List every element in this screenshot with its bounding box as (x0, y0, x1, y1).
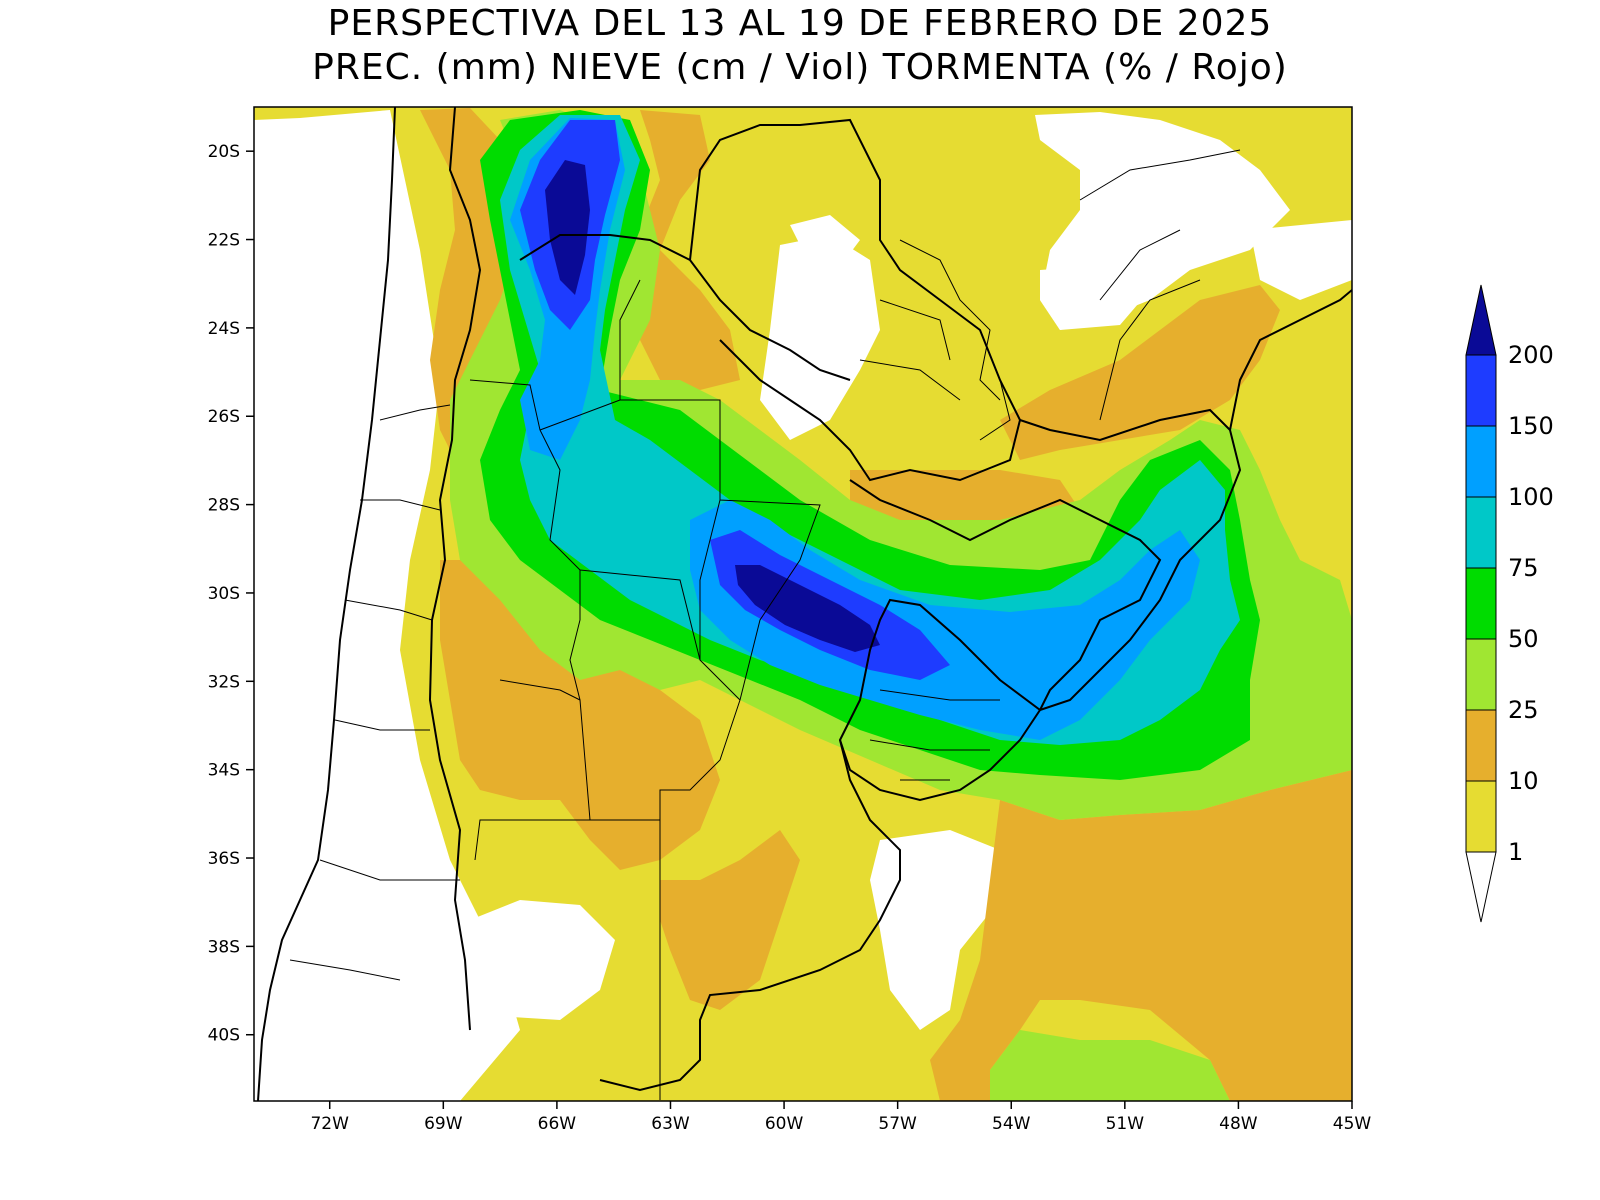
border-paraguay (689, 118, 1022, 482)
lat-tick-label: 30S (208, 584, 240, 604)
field-10-25-ocean (930, 770, 1352, 1101)
legend-level-label: 150 (1508, 412, 1554, 440)
coastline-argentina (599, 739, 901, 1092)
legend-level-label: 50 (1508, 625, 1539, 653)
country-borders (257, 107, 1352, 1101)
legend-level-label: 200 (1508, 341, 1554, 369)
lon-tick-label: 72W (310, 1114, 349, 1134)
lon-tick-label: 51W (1106, 1114, 1145, 1134)
coastline-brazil (1039, 429, 1242, 711)
dry-area-chaco (790, 215, 860, 260)
legend-min-triangle (1465, 851, 1497, 923)
precipitation-field (254, 107, 1352, 1101)
legend-color-box (1465, 709, 1497, 782)
border-argentina-chile (428, 107, 482, 1031)
lon-tick-label: 69W (424, 1114, 463, 1134)
dry-area-paraguay (760, 235, 880, 440)
dry-area-patagonia (440, 900, 615, 1020)
border-bolivia (519, 234, 851, 381)
legend-level-label: 100 (1508, 483, 1554, 511)
map-title: PERSPECTIVA DEL 13 AL 19 DE FEBRERO DE 2… (327, 3, 1273, 44)
lat-tick-label: 38S (208, 937, 240, 957)
field-10-25-cuyo (440, 560, 720, 870)
legend-color-box (1465, 567, 1497, 640)
legend-color-box (1465, 354, 1497, 427)
lat-tick-label: 34S (208, 761, 240, 781)
map-subtitle: PREC. (mm) NIEVE (cm / Viol) TORMENTA (%… (312, 47, 1288, 88)
lon-tick-label: 63W (651, 1114, 690, 1134)
legend-color-box (1465, 425, 1497, 498)
lat-tick-label: 32S (208, 672, 240, 692)
field-10-25-salta (630, 110, 740, 390)
lon-tick-label: 57W (878, 1114, 917, 1134)
lon-tick-label: 45W (1333, 1114, 1372, 1134)
border-brazil-south (1019, 408, 1231, 442)
legend-level-label: 1 (1508, 838, 1523, 866)
dry-area-atlantic (870, 830, 1000, 1030)
coastline-chile (257, 107, 396, 1101)
legend-color-box (1465, 780, 1497, 853)
map-axes: 20S 22S 24S 26S 28S 30S 32S 34S 36S 38S 40S 72W 69W 6… (208, 142, 1372, 1134)
dry-area-chile (254, 110, 520, 1101)
lat-tick-label: 36S (208, 849, 240, 869)
field-25-50-south (990, 1030, 1230, 1101)
border-uruguay (838, 598, 1042, 802)
lat-tick-label: 24S (208, 319, 240, 339)
lon-tick-label: 60W (765, 1114, 804, 1134)
field-75-100-main (500, 115, 1240, 745)
lat-tick-label: 22S (208, 231, 240, 251)
dry-area-mato-grosso (1040, 265, 1150, 330)
lon-tick-label: 54W (992, 1114, 1031, 1134)
field-10-25-central (660, 830, 800, 1010)
field-200-plus-main (735, 565, 880, 652)
lat-tick-label: 26S (208, 407, 240, 427)
legend-max-triangle (1465, 284, 1497, 356)
map-frame (253, 106, 1353, 1102)
legend-level-label: 25 (1508, 696, 1539, 724)
lon-tick-label: 66W (538, 1114, 577, 1134)
dry-area-brazil-coast (1250, 220, 1352, 300)
field-200-plus-north (545, 160, 590, 295)
lat-tick-label: 20S (208, 142, 240, 162)
legend-level-label: 75 (1508, 554, 1539, 582)
coastline-brazil-north (1229, 289, 1352, 431)
lat-tick-label: 28S (208, 496, 240, 516)
legend-color-box (1465, 496, 1497, 569)
legend-level-label: 10 (1508, 767, 1539, 795)
legend-color-box (1465, 638, 1497, 711)
field-100-150-main (690, 500, 1200, 740)
lon-tick-label: 48W (1219, 1114, 1258, 1134)
border-argentina-brazil (849, 479, 1162, 711)
color-legend: 200 150 100 75 50 25 10 1 (1465, 284, 1554, 923)
field-10-25-brazil (1000, 285, 1280, 460)
province-borders (289, 149, 1241, 1100)
lat-tick-label: 40S (208, 1026, 240, 1046)
